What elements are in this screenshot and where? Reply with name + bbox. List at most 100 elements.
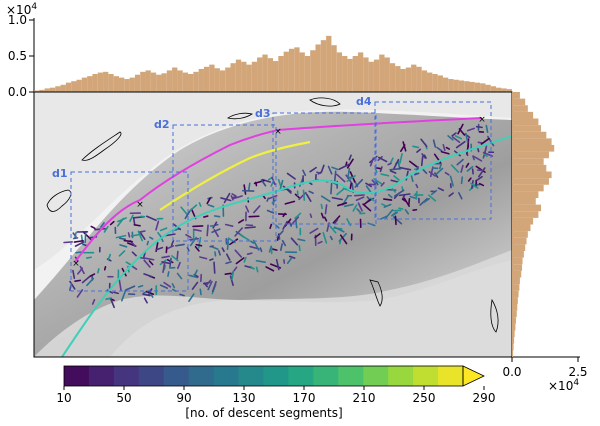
descent-segment xyxy=(420,138,428,148)
descent-segment xyxy=(234,249,243,258)
descent-segment xyxy=(451,132,457,137)
descent-segment xyxy=(120,289,127,302)
descent-segment xyxy=(199,288,202,296)
descent-segment xyxy=(229,238,239,246)
top-hist-bar xyxy=(379,54,385,92)
top-hist-bar xyxy=(437,75,443,92)
descent-segment xyxy=(370,197,375,202)
right-hist-bar xyxy=(512,145,555,152)
descent-segment xyxy=(323,216,328,222)
descent-segment xyxy=(239,233,250,241)
descent-segment xyxy=(399,166,412,171)
descent-segment xyxy=(353,194,365,197)
top-hist-bar xyxy=(188,74,194,92)
descent-segment xyxy=(286,257,293,265)
top-hist-bar xyxy=(480,83,486,92)
top-hist-bar xyxy=(113,76,119,92)
top-hist-bar xyxy=(331,45,337,92)
descent-segment xyxy=(76,289,84,298)
descent-segment xyxy=(74,232,77,239)
descent-segment xyxy=(103,225,109,233)
colorbar-tick-label: 250 xyxy=(413,391,436,405)
descent-segment xyxy=(320,164,325,173)
descent-segment xyxy=(212,221,218,229)
right-hist-bar xyxy=(512,92,520,99)
right-hist-bar xyxy=(512,198,536,205)
colorbar-segment xyxy=(263,366,289,386)
colorbar-segment xyxy=(388,366,414,386)
descent-segment xyxy=(188,274,199,279)
top-hist-bar xyxy=(65,82,72,92)
descent-segment xyxy=(391,188,396,193)
top-hist-bar xyxy=(241,61,247,92)
descent-segment xyxy=(458,192,463,200)
descent-segment xyxy=(118,278,122,292)
colorbar-tick-label: 90 xyxy=(176,391,191,405)
top-hist-bar xyxy=(108,74,114,92)
descent-segment xyxy=(252,239,260,251)
descent-segment xyxy=(206,197,212,205)
descent-segment xyxy=(116,217,125,227)
descent-segment xyxy=(285,187,292,194)
descent-segment xyxy=(167,271,170,277)
descent-segment xyxy=(97,268,100,274)
descent-segment xyxy=(189,204,198,212)
descent-segment xyxy=(284,200,296,205)
descent-segment xyxy=(393,158,400,170)
descent-segment xyxy=(177,261,181,270)
top-hist-scale-label: ×104 xyxy=(6,2,37,17)
descent-segment xyxy=(138,230,146,233)
top-hist-bar xyxy=(501,88,507,92)
top-hist-bar xyxy=(411,64,417,92)
top-hist-bar xyxy=(294,47,300,92)
descent-segment xyxy=(171,283,176,289)
right-hist-bar xyxy=(512,264,523,271)
descent-segment xyxy=(298,244,301,252)
descent-segment xyxy=(171,255,179,262)
descent-segment xyxy=(175,243,185,247)
descent-segment xyxy=(224,223,234,227)
descent-segment xyxy=(348,154,352,161)
descent-segment xyxy=(454,135,463,140)
descent-segment xyxy=(440,150,450,155)
descent-segment xyxy=(408,160,418,168)
top-hist-bar xyxy=(129,77,135,92)
descent-segment xyxy=(250,240,255,244)
top-hist-bar xyxy=(225,67,231,92)
colorbar-segment xyxy=(413,366,439,386)
top-hist-bar xyxy=(283,51,289,92)
right-hist-bar xyxy=(512,337,515,344)
descent-segment xyxy=(329,235,333,241)
descent-segment xyxy=(320,212,325,219)
region-label-d3: d3 xyxy=(255,107,271,120)
descent-segment xyxy=(472,155,483,162)
descent-segment xyxy=(381,203,387,207)
descent-segment xyxy=(82,243,88,247)
top-hist-bar xyxy=(363,57,369,92)
top-hist-bar xyxy=(506,89,512,92)
descent-segment xyxy=(308,190,314,194)
descent-segment xyxy=(428,170,436,177)
top-hist-bar xyxy=(326,35,332,92)
top-hist-bar xyxy=(118,77,125,92)
colorbar-tick-label: 210 xyxy=(353,391,376,405)
descent-segment xyxy=(333,170,337,183)
descent-segment xyxy=(140,232,146,240)
descent-segment xyxy=(302,189,306,201)
descent-segment xyxy=(460,176,464,185)
descent-segment xyxy=(466,165,474,172)
descent-segment xyxy=(75,251,82,254)
descent-segment xyxy=(317,240,323,245)
descent-segment xyxy=(345,161,348,167)
top-hist-bar xyxy=(320,40,327,92)
descent-segment xyxy=(430,189,438,196)
descent-segment xyxy=(387,193,393,199)
top-hist-bar xyxy=(299,52,305,92)
colorbar-segment xyxy=(88,366,115,386)
right-hist-bar xyxy=(512,131,547,139)
descent-segment xyxy=(266,209,275,214)
descent-segment xyxy=(343,203,354,208)
descent-segment xyxy=(322,231,328,244)
descent-segment xyxy=(243,256,247,263)
descent-segment xyxy=(331,196,343,201)
